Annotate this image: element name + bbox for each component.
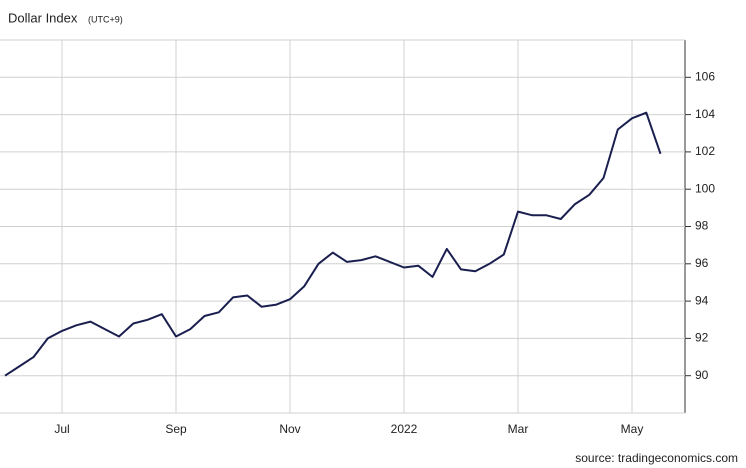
x-tick-label: Sep: [165, 422, 187, 436]
y-tick-label: 106: [695, 69, 715, 83]
source: source: tradingeconomics.com: [575, 451, 738, 465]
x-tick-label: Mar: [508, 422, 529, 436]
chart-title: Dollar Index: [8, 10, 78, 25]
x-tick-label: 2022: [391, 422, 418, 436]
y-tick-label: 92: [695, 331, 709, 345]
y-tick-label: 94: [695, 293, 709, 307]
y-tick-label: 90: [695, 368, 709, 382]
x-tick-label: May: [621, 422, 644, 436]
y-tick-label: 104: [695, 107, 715, 121]
y-tick-label: 102: [695, 144, 715, 158]
y-tick-label: 98: [695, 219, 709, 233]
chart-subtitle: (UTC+9): [88, 14, 123, 24]
y-tick-label: 100: [695, 181, 715, 195]
x-tick-label: Jul: [54, 422, 69, 436]
data-line: [4, 111, 662, 377]
y-tick-label: 96: [695, 256, 709, 270]
x-tick-label: Nov: [279, 422, 300, 436]
